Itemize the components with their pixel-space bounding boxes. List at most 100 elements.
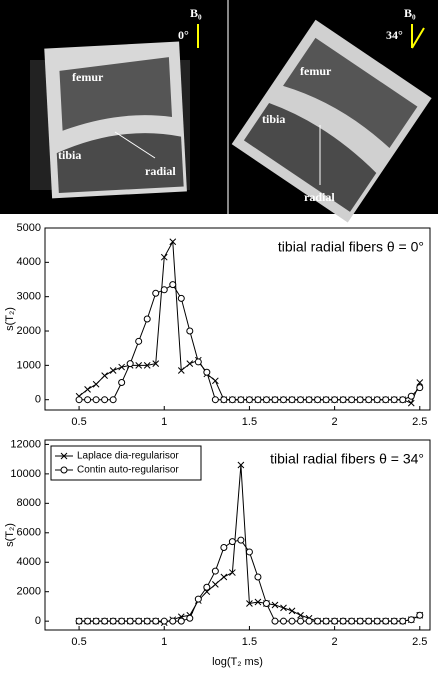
point — [84, 617, 92, 625]
point — [365, 617, 373, 625]
point — [382, 617, 390, 625]
y-tick-label: 4000 — [17, 256, 41, 268]
point — [177, 367, 185, 374]
point — [135, 362, 143, 369]
x-axis-label: log(T₂ ms) — [212, 656, 263, 668]
point — [246, 600, 253, 607]
y-tick-label: 3000 — [17, 291, 41, 303]
point — [348, 396, 356, 404]
point — [399, 396, 407, 404]
point — [118, 363, 126, 371]
point — [228, 538, 236, 546]
femur-region — [59, 57, 173, 131]
x-tick-label: 2 — [332, 636, 338, 648]
point — [101, 396, 109, 404]
point — [322, 396, 330, 404]
x-tick-label: 1.5 — [242, 416, 257, 428]
point — [229, 569, 236, 576]
sample-holder — [231, 19, 432, 223]
y-tick-label: 6000 — [17, 527, 41, 539]
point — [118, 617, 126, 625]
point — [186, 327, 194, 335]
point — [254, 396, 262, 404]
point — [169, 281, 177, 289]
point — [365, 396, 373, 404]
point — [390, 396, 398, 404]
field-label: B₀ — [190, 6, 202, 20]
plot-frame — [44, 439, 431, 631]
point — [237, 461, 245, 469]
point — [194, 358, 202, 366]
point — [160, 286, 168, 294]
y-tick-label: 2000 — [17, 586, 41, 598]
point — [152, 617, 160, 625]
point — [288, 396, 296, 404]
legend-label: Laplace dia-regularisor — [77, 451, 179, 462]
x-tick-label: 1.5 — [242, 636, 257, 648]
point — [194, 595, 202, 603]
point — [305, 396, 313, 404]
tibia-region — [243, 103, 377, 212]
point — [135, 337, 143, 345]
point — [84, 396, 92, 404]
point — [339, 617, 347, 625]
point — [211, 396, 219, 404]
point — [416, 379, 424, 386]
y-axis-label: s(T₂) — [4, 307, 16, 331]
mri-images: B₀ 0° femur tibia radial B₀ 34° femur ti… — [0, 0, 438, 223]
point — [416, 611, 424, 619]
point — [152, 289, 160, 297]
series-line — [79, 464, 421, 624]
point — [169, 617, 177, 625]
point — [407, 616, 415, 624]
point — [322, 617, 330, 625]
angle-label: 34° — [386, 28, 403, 42]
point — [297, 617, 305, 625]
y-tick-label: 12000 — [10, 438, 41, 450]
point — [186, 360, 194, 367]
point — [271, 601, 279, 609]
point — [109, 367, 117, 374]
y-tick-label: 1000 — [17, 359, 41, 371]
point — [279, 617, 287, 625]
point — [262, 396, 270, 404]
point — [92, 380, 100, 388]
x-tick-label: 1 — [161, 636, 167, 648]
point — [109, 396, 117, 404]
legend-marker — [60, 452, 68, 460]
point — [407, 399, 415, 407]
point — [143, 315, 151, 323]
point — [339, 396, 347, 404]
series-line — [78, 239, 421, 404]
point — [152, 360, 160, 367]
series-line — [79, 283, 421, 401]
point — [143, 617, 151, 625]
point — [212, 377, 219, 385]
point — [220, 396, 228, 404]
y-tick-label: 10000 — [10, 468, 41, 480]
anatomy-label: radial — [304, 190, 335, 204]
point — [186, 614, 194, 622]
point — [288, 617, 296, 625]
point — [390, 617, 398, 625]
point — [254, 573, 262, 581]
point — [92, 617, 100, 625]
y-tick-label: 0 — [35, 615, 41, 627]
point — [245, 396, 253, 404]
point — [220, 573, 228, 581]
point — [262, 599, 270, 607]
anatomy-label: radial — [145, 164, 176, 178]
point — [84, 386, 91, 393]
point — [203, 368, 211, 376]
x-tick-label: 1 — [161, 416, 167, 428]
legend-marker — [60, 466, 68, 474]
tibia-region — [56, 133, 184, 194]
y-tick-label: 4000 — [17, 556, 41, 568]
anatomy-label: tibia — [262, 112, 285, 126]
point — [118, 379, 126, 387]
point — [280, 604, 287, 612]
x-tick-label: 0.5 — [71, 416, 86, 428]
x-tick-label: 2 — [332, 416, 338, 428]
point — [356, 617, 364, 625]
point — [271, 396, 279, 404]
